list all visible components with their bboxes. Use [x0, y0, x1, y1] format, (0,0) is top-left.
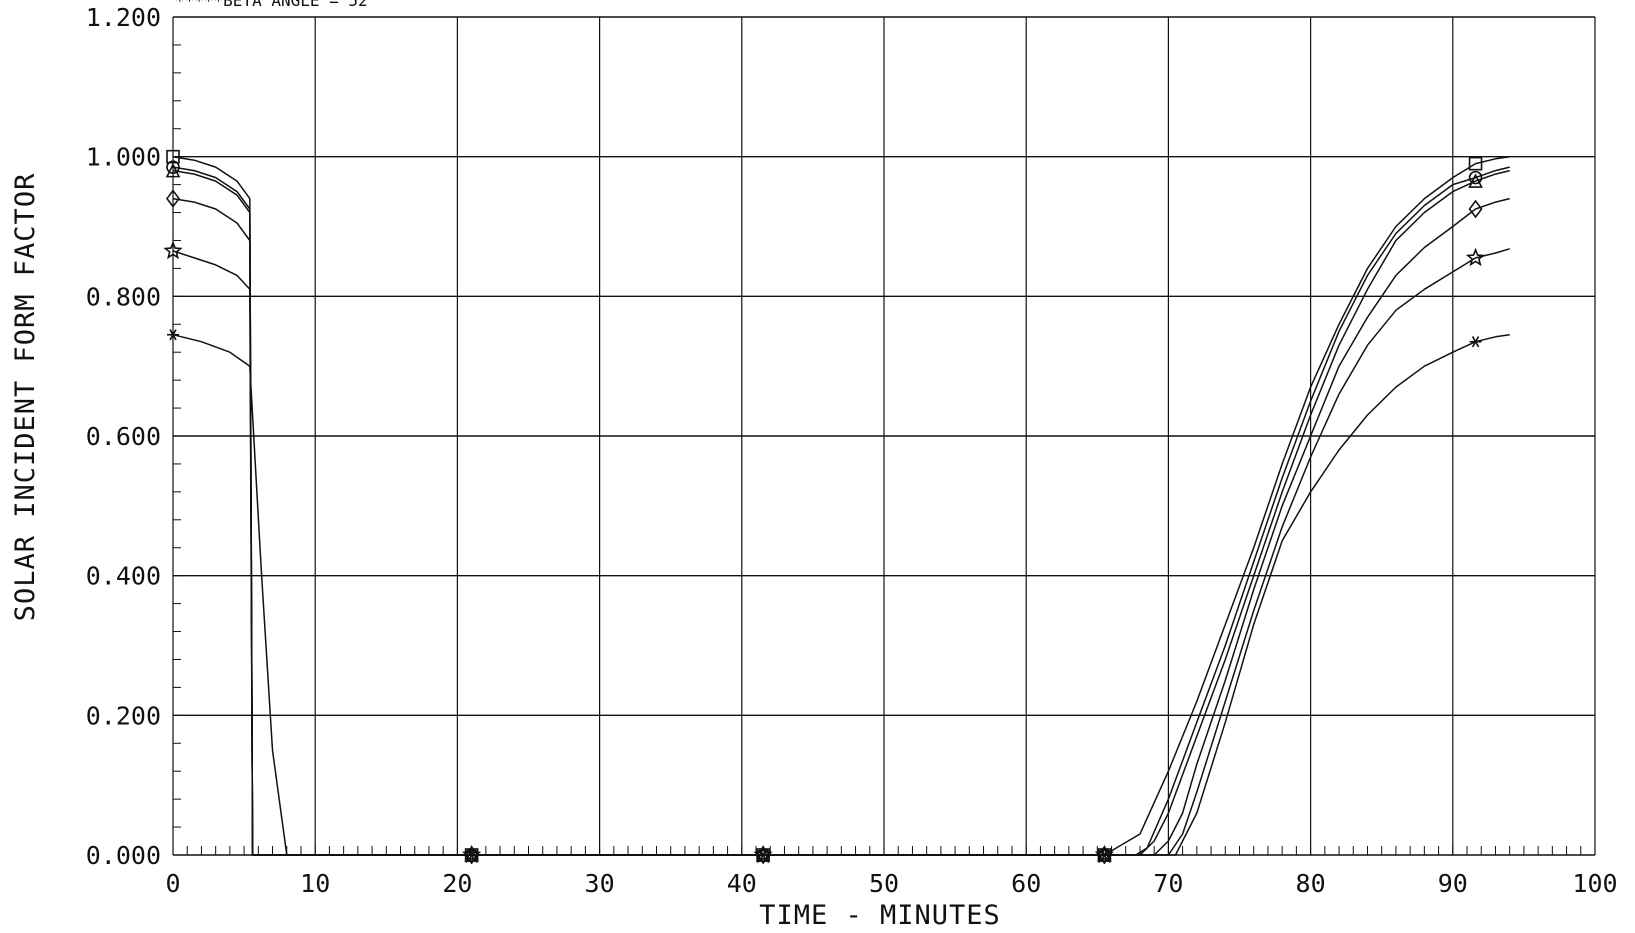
data-point-square	[1468, 156, 1483, 171]
data-point-star	[1465, 247, 1486, 267]
data-point-triangle	[165, 162, 181, 178]
tick-labels: 0.000 0.200 0.400 0.600 0.800 1.000 1.200 0 10 20…	[86, 3, 1618, 898]
diamond-marker	[1468, 199, 1483, 219]
data-point-asterisk	[1098, 849, 1111, 861]
asterisk-stroke	[169, 329, 177, 341]
data-point-star	[461, 844, 482, 864]
data-point-triangle	[1468, 173, 1483, 188]
data-point-circle	[1468, 170, 1483, 185]
y-tick-label: 0.000	[86, 841, 161, 870]
circle-marker	[166, 160, 180, 174]
data-point-star	[1094, 844, 1115, 864]
data-point-square	[166, 149, 180, 164]
star-marker	[1465, 247, 1486, 267]
marker-group	[163, 149, 1486, 865]
square-marker	[166, 149, 180, 164]
square-marker	[1468, 156, 1483, 171]
star-marker	[163, 240, 183, 260]
circle-marker	[1468, 170, 1483, 185]
star-marker	[753, 844, 773, 864]
data-point-star	[753, 844, 773, 864]
x-tick-label: 70	[1153, 869, 1183, 898]
x-tick-label: 50	[869, 869, 899, 898]
x-tick-label: 60	[1011, 869, 1041, 898]
y-tick-label: 1.200	[86, 3, 161, 32]
x-tick-label: 80	[1296, 869, 1326, 898]
series-line-star	[172, 248, 1510, 856]
asterisk-stroke	[759, 849, 767, 861]
data-point-asterisk	[167, 329, 179, 341]
data-point-asterisk	[757, 849, 770, 861]
triangle-marker	[165, 162, 181, 178]
y-tick-label: 0.600	[86, 422, 161, 451]
diamond-marker	[166, 189, 180, 208]
x-axis-title: TIME - MINUTES	[759, 900, 1001, 931]
asterisk-stroke	[1100, 849, 1109, 861]
star-marker	[1094, 844, 1115, 864]
data-point-diamond	[166, 189, 180, 208]
y-tick-label: 0.200	[86, 701, 161, 730]
asterisk-stroke	[1471, 336, 1480, 348]
x-tick-label: 0	[165, 869, 180, 898]
series-line-diamond	[172, 197, 1510, 856]
data-point-diamond	[1468, 199, 1483, 219]
data-point-asterisk	[1469, 336, 1482, 348]
series-line-asterisk	[172, 333, 1510, 856]
data-point-circle	[166, 160, 180, 174]
data-point-star	[163, 240, 183, 260]
triangle-marker	[1468, 173, 1483, 188]
series-line-triangle	[172, 169, 1510, 856]
minor-ticks	[172, 16, 1596, 856]
y-axis-title: SOLAR INCIDENT FORM FACTOR	[10, 173, 41, 622]
x-tick-label: 90	[1438, 869, 1468, 898]
series-group	[172, 155, 1510, 856]
x-tick-label: 20	[442, 869, 472, 898]
y-tick-label: 0.800	[86, 282, 161, 311]
star-marker	[461, 844, 482, 864]
y-tick-label: 1.000	[86, 143, 161, 172]
asterisk-stroke	[467, 849, 476, 861]
x-tick-label: 40	[727, 869, 757, 898]
series-line-square	[172, 155, 1510, 856]
x-tick-label: 100	[1572, 869, 1617, 898]
data-point-asterisk	[465, 849, 478, 861]
grid-lines	[172, 16, 1596, 856]
beta-angle-note: *****BETA ANGLE = 52	[175, 0, 368, 10]
x-tick-label: 30	[585, 869, 615, 898]
x-tick-label: 10	[300, 869, 330, 898]
series-line-circle	[172, 166, 1510, 856]
y-tick-label: 0.400	[86, 562, 161, 591]
